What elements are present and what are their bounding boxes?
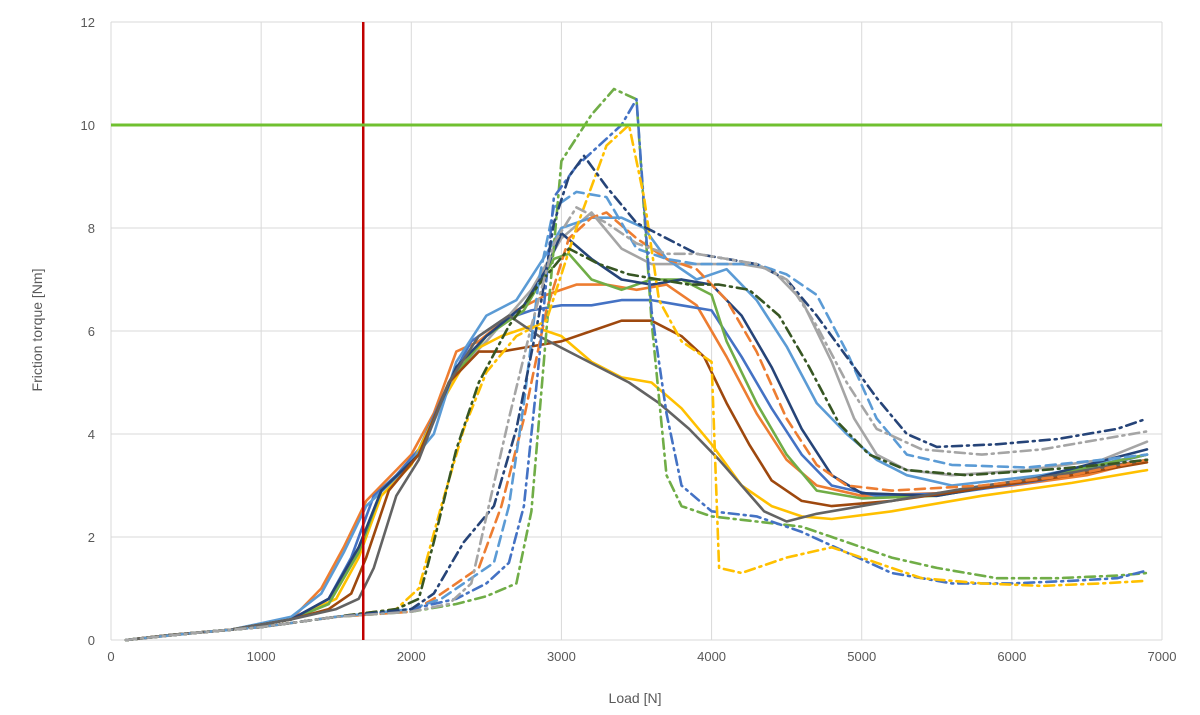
series-line-1 [124,283,1149,642]
y-tick-label: 10 [81,118,95,133]
y-tick-label: 12 [81,15,95,30]
x-tick-label: 3000 [547,649,576,664]
series-line-11 [124,190,1149,642]
x-axis-title: Load [N] [609,690,662,706]
series-line-16 [124,154,1149,642]
y-tick-label: 2 [88,530,95,545]
series-line-7 [124,231,1149,642]
series-line-6 [124,252,1149,642]
x-tick-label: 7000 [1148,649,1177,664]
y-tick-label: 6 [88,324,95,339]
series-layer [124,87,1149,642]
x-tick-label: 6000 [997,649,1026,664]
y-axis-title: Friction torque [Nm] [29,269,45,392]
y-tick-label: 8 [88,221,95,236]
series-line-17 [124,206,1149,642]
x-tick-label: 4000 [697,649,726,664]
x-tick-label: 0 [107,649,114,664]
x-tick-labels: 0 1000 2000 3000 4000 5000 6000 7000 [107,649,1176,664]
x-tick-label: 2000 [397,649,426,664]
x-tick-label: 5000 [847,649,876,664]
reference-lines [111,22,1162,640]
series-line-15 [124,247,1149,642]
series-line-8 [124,319,1149,642]
y-tick-labels: 0 2 4 6 8 10 12 [81,15,95,648]
series-line-3 [124,211,1149,642]
series-line-14 [124,123,1149,642]
y-tick-label: 0 [88,633,95,648]
y-tick-label: 4 [88,427,95,442]
series-line-4 [124,324,1149,642]
series-line-9 [124,314,1149,642]
x-tick-label: 1000 [247,649,276,664]
